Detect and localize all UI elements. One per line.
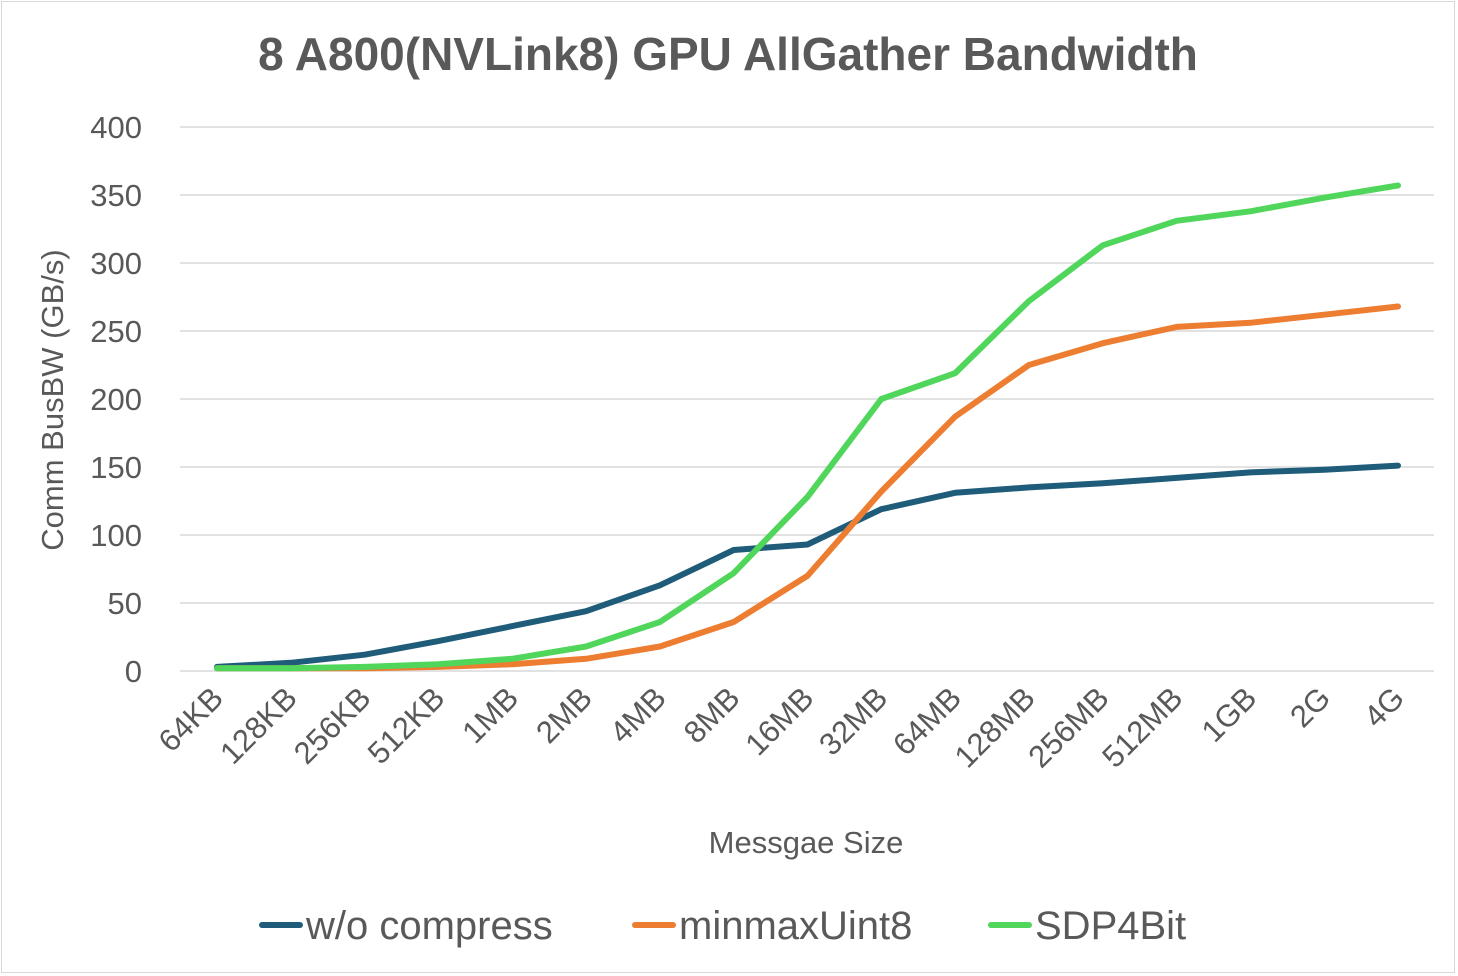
legend-label: SDP4Bit xyxy=(1035,904,1186,948)
x-tick-label: 1MB xyxy=(455,680,525,750)
series-line-1 xyxy=(214,303,1401,672)
y-tick-label: 100 xyxy=(90,518,142,553)
chart-title: 8 A800(NVLink8) GPU AllGather Bandwidth xyxy=(258,28,1198,80)
x-tick-label: 128MB xyxy=(948,680,1042,774)
y-tick-label: 0 xyxy=(125,654,142,689)
series-lines xyxy=(214,182,1401,672)
x-tick-label: 256MB xyxy=(1021,680,1115,774)
x-tick-label: 2MB xyxy=(529,680,599,750)
x-tick-label: 8MB xyxy=(677,680,747,750)
y-tick-label: 350 xyxy=(90,178,142,213)
legend-label: w/o compress xyxy=(305,904,553,948)
x-axis-title: Messgae Size xyxy=(709,825,904,860)
y-axis-ticks: 0 50 100 150 200 250 300 350 400 xyxy=(90,110,142,689)
x-tick-label: 32MB xyxy=(812,680,894,762)
x-tick-label: 1GB xyxy=(1195,680,1264,749)
y-tick-label: 50 xyxy=(108,586,142,621)
legend: w/o compress minmaxUint8 SDP4Bit xyxy=(259,904,1186,948)
series-line-0 xyxy=(214,462,1401,670)
y-tick-label: 200 xyxy=(90,382,142,417)
x-tick-label: 4MB xyxy=(603,680,673,750)
y-tick-label: 300 xyxy=(90,246,142,281)
y-tick-label: 150 xyxy=(90,450,142,485)
x-tick-label: 2G xyxy=(1283,680,1337,734)
gridlines xyxy=(180,126,1434,672)
x-tick-label: 128KB xyxy=(213,680,304,771)
x-tick-label: 512MB xyxy=(1095,680,1189,774)
x-tick-label: 512KB xyxy=(361,680,452,771)
y-axis-title: Comm BusBW (GB/s) xyxy=(35,249,70,550)
x-tick-label: 4G xyxy=(1357,680,1411,734)
y-tick-label: 250 xyxy=(90,314,142,349)
legend-label: minmaxUint8 xyxy=(679,904,912,948)
x-tick-label: 16MB xyxy=(738,680,820,762)
series-line-2 xyxy=(214,182,1401,672)
y-tick-label: 400 xyxy=(90,110,142,145)
x-tick-label: 256KB xyxy=(287,680,378,771)
